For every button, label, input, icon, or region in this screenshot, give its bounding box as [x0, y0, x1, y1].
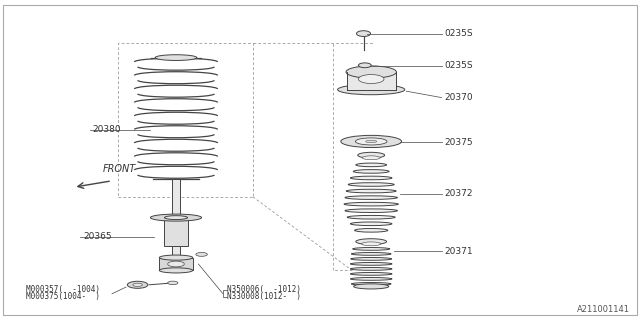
Ellipse shape	[168, 261, 184, 267]
Ellipse shape	[355, 138, 387, 145]
Ellipse shape	[159, 268, 193, 273]
Text: M000357(  -1004): M000357( -1004)	[26, 285, 100, 294]
Ellipse shape	[159, 255, 193, 260]
Ellipse shape	[353, 284, 389, 289]
Text: N330008(1012-  ): N330008(1012- )	[227, 292, 301, 301]
Ellipse shape	[353, 170, 389, 173]
Ellipse shape	[356, 163, 387, 167]
Ellipse shape	[155, 55, 197, 60]
Ellipse shape	[196, 252, 207, 256]
Text: M000375(1004-  ): M000375(1004- )	[26, 292, 100, 301]
Bar	[172, 179, 180, 218]
Ellipse shape	[355, 228, 388, 232]
Ellipse shape	[150, 214, 202, 221]
Ellipse shape	[346, 189, 396, 193]
Ellipse shape	[362, 156, 380, 160]
Ellipse shape	[358, 63, 371, 68]
Ellipse shape	[127, 281, 148, 288]
Ellipse shape	[351, 222, 392, 226]
Text: 20380: 20380	[93, 125, 122, 134]
Ellipse shape	[348, 183, 394, 186]
Ellipse shape	[351, 176, 392, 180]
Ellipse shape	[356, 239, 387, 244]
Ellipse shape	[358, 152, 385, 158]
Bar	[164, 218, 188, 246]
Ellipse shape	[133, 283, 143, 286]
Ellipse shape	[351, 262, 392, 265]
Ellipse shape	[345, 209, 397, 212]
Ellipse shape	[353, 248, 390, 250]
Text: 0235S: 0235S	[445, 61, 474, 70]
Ellipse shape	[347, 215, 396, 219]
Bar	[347, 72, 396, 90]
Ellipse shape	[351, 268, 392, 270]
Text: FRONT: FRONT	[102, 164, 136, 174]
Ellipse shape	[351, 252, 391, 255]
Ellipse shape	[164, 216, 188, 220]
Bar	[172, 246, 180, 258]
Ellipse shape	[346, 66, 396, 78]
Ellipse shape	[365, 140, 377, 143]
Text: 20372: 20372	[445, 189, 474, 198]
Bar	[159, 258, 193, 270]
Text: 20370: 20370	[445, 93, 474, 102]
Text: 20371: 20371	[445, 247, 474, 256]
Ellipse shape	[338, 84, 405, 95]
Ellipse shape	[351, 283, 391, 285]
Text: 0235S: 0235S	[445, 29, 474, 38]
Text: 20365: 20365	[83, 232, 112, 241]
Ellipse shape	[356, 31, 371, 36]
Text: N350006(  -1012): N350006( -1012)	[227, 285, 301, 294]
Ellipse shape	[358, 75, 384, 84]
Ellipse shape	[351, 258, 392, 260]
Ellipse shape	[344, 202, 398, 206]
Text: 20375: 20375	[445, 138, 474, 147]
Text: A211001141: A211001141	[577, 305, 630, 314]
Ellipse shape	[351, 273, 392, 275]
Ellipse shape	[351, 277, 392, 280]
Ellipse shape	[168, 281, 178, 285]
Ellipse shape	[362, 242, 381, 246]
Ellipse shape	[345, 196, 397, 199]
Ellipse shape	[340, 135, 402, 148]
